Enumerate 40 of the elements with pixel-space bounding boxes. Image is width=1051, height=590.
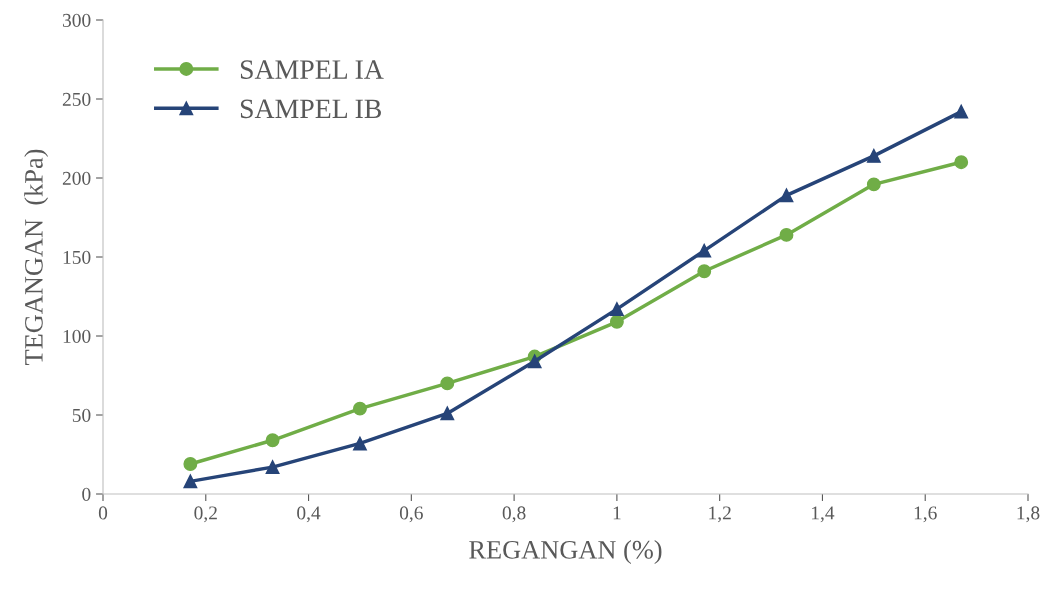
point [440, 406, 455, 421]
point [352, 401, 367, 416]
point [527, 354, 542, 369]
point [440, 376, 455, 391]
legend-label: SAMPEL IA [240, 60, 384, 79]
x-axis-title: REGANGAN (%) [469, 540, 662, 565]
point [183, 474, 198, 489]
point [866, 177, 881, 192]
x-tick-label: 0 [98, 506, 108, 520]
x-tick-label: 1 [613, 506, 621, 520]
point [954, 104, 969, 119]
x-tick-label: 0,4 [297, 506, 321, 523]
point [609, 314, 624, 329]
x-tick-label: 1,4 [812, 506, 835, 523]
point [352, 436, 367, 451]
x-tick-label: 0,6 [399, 506, 423, 523]
x-tick-label: 0,2 [194, 506, 217, 523]
point [697, 264, 712, 279]
y-tick-label: 0 [82, 487, 91, 501]
y-axis-title: TEGANGAN (kPa) [24, 149, 49, 365]
point [779, 188, 794, 203]
point [697, 243, 712, 258]
point [954, 155, 969, 170]
x-tick-label: 0,8 [502, 506, 526, 523]
legend-label: SAMPEL IB [240, 99, 381, 119]
y-tick-label: 200 [62, 171, 91, 185]
point [866, 148, 881, 163]
y-tick-label: 250 [62, 92, 91, 106]
point [265, 433, 280, 448]
y-tick-label: 50 [72, 408, 91, 422]
x-tick-label: 1,8 [1017, 506, 1040, 523]
y-tick-label: 300 [62, 13, 91, 27]
x-tick-label: 1,6 [914, 506, 937, 523]
y-tick-label: 150 [63, 250, 91, 264]
y-tick-label: 100 [63, 329, 91, 343]
point [265, 460, 280, 475]
point [779, 227, 794, 242]
point [609, 302, 624, 317]
point [183, 457, 198, 471]
x-tick-label: 1,2 [709, 506, 731, 523]
